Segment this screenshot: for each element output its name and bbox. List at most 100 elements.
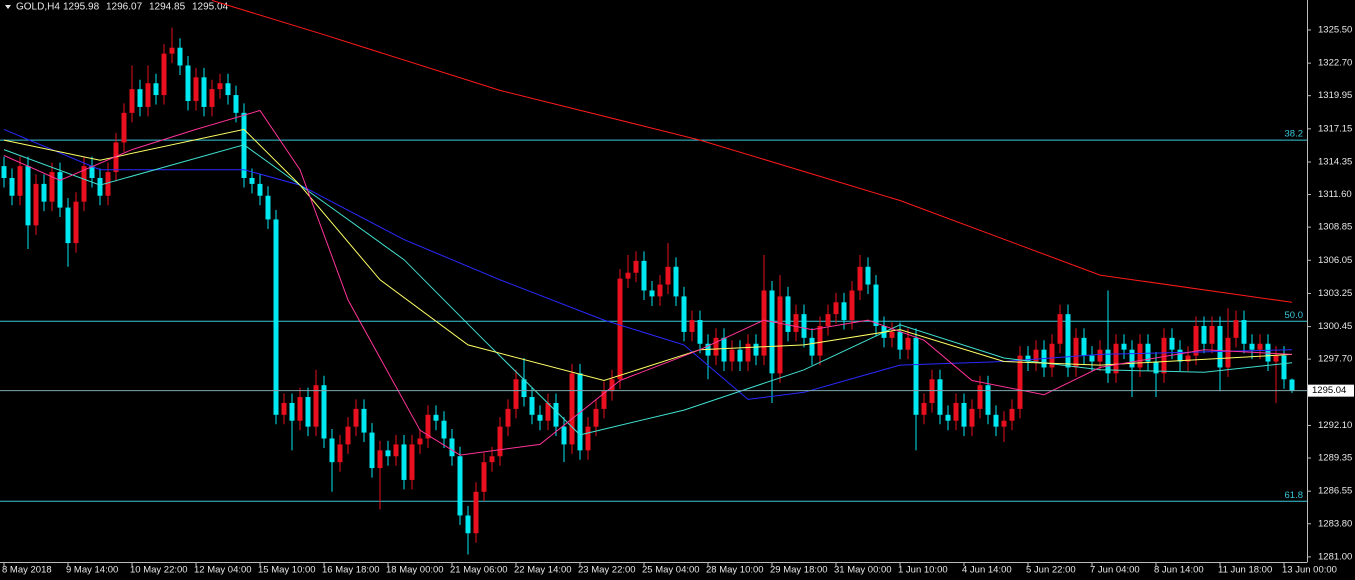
y-tick-label: 1289.35: [1318, 453, 1352, 464]
candle-body: [673, 266, 679, 297]
candle-body: [529, 397, 535, 415]
y-tick-label: 1317.15: [1318, 123, 1352, 134]
moving-average: [3, 128, 1293, 400]
candle-body: [833, 302, 839, 315]
candle-body: [945, 414, 951, 421]
candle-body: [841, 302, 847, 321]
candle-body: [393, 444, 399, 457]
candle-body: [345, 426, 351, 445]
candle-body: [601, 391, 607, 409]
candle-body: [481, 462, 487, 492]
candle-body: [201, 77, 207, 107]
candle-body: [905, 337, 911, 350]
candle-body: [281, 402, 287, 415]
candle-body: [993, 414, 999, 427]
y-tick-label: 1314.35: [1318, 157, 1352, 168]
candle-body: [1081, 337, 1087, 356]
candle-body: [313, 385, 319, 427]
y-tick-label: 1325.50: [1318, 24, 1352, 35]
candle-body: [793, 314, 799, 332]
candle-body: [81, 166, 87, 202]
candle-body: [25, 166, 31, 226]
candle-body: [225, 83, 231, 96]
last-low: 1294.85: [149, 2, 186, 13]
last-open: 1295.98: [63, 2, 100, 13]
candle-body: [545, 402, 551, 421]
moving-average: [3, 144, 1293, 436]
candle-body: [1225, 337, 1231, 368]
y-tick-label: 1306.05: [1318, 255, 1352, 266]
candle-body: [505, 408, 511, 427]
candle-body: [1281, 355, 1287, 380]
candle-body: [153, 83, 159, 96]
x-tick-label: 1 Jun 10:00: [898, 565, 948, 576]
candle-body: [721, 337, 727, 362]
candle-body: [145, 83, 151, 107]
candle-body: [681, 296, 687, 332]
candle-body: [169, 47, 175, 54]
x-tick-label: 28 May 10:00: [706, 565, 764, 576]
candle-body: [233, 95, 239, 113]
candle-body: [89, 166, 95, 178]
candle-body: [329, 438, 335, 463]
candle-body: [617, 278, 623, 380]
y-tick-label: 1319.95: [1318, 90, 1352, 101]
x-tick-label: 21 May 06:00: [450, 565, 508, 576]
candle-body: [1065, 314, 1071, 368]
candle-body: [633, 260, 639, 273]
candle-body: [361, 408, 367, 433]
candle-body: [337, 444, 343, 463]
candle-body: [433, 414, 439, 421]
candle-body: [641, 260, 647, 291]
candle-body: [497, 426, 503, 457]
candle-body: [129, 89, 135, 113]
x-tick-label: 12 May 04:00: [194, 565, 252, 576]
candle-body: [409, 444, 415, 480]
x-tick-label: 11 Jun 18:00: [1218, 565, 1272, 576]
candle-body: [353, 408, 359, 427]
candle-body: [1153, 361, 1159, 374]
candle-body: [937, 379, 943, 415]
candle-body: [865, 266, 871, 285]
candle-body: [425, 414, 431, 439]
moving-average: [3, 128, 1293, 382]
x-tick-label: 5 Jun 22:00: [1026, 565, 1076, 576]
candle-body: [609, 379, 615, 392]
x-tick-label: 13 Jun 00:00: [1282, 565, 1337, 576]
y-tick-label: 1297.70: [1318, 354, 1352, 365]
candle-body: [289, 402, 295, 421]
candle-body: [1169, 337, 1175, 350]
candle-body: [897, 331, 903, 350]
candle-body: [1057, 314, 1063, 344]
candle-body: [825, 314, 831, 326]
candle-body: [97, 177, 103, 196]
candle-body: [161, 53, 167, 96]
candle-body: [1217, 325, 1223, 368]
candle-body: [1289, 379, 1295, 391]
price-box: [1308, 384, 1354, 397]
candle-body: [473, 491, 479, 534]
candle-body: [713, 337, 719, 356]
candle-body: [649, 290, 655, 297]
y-tick-label: 1322.70: [1318, 58, 1352, 69]
candle-body: [489, 456, 495, 463]
candle-body: [265, 195, 271, 220]
candle-body: [953, 402, 959, 421]
candle-body: [441, 420, 447, 439]
candle-body: [1209, 325, 1215, 344]
candle-body: [737, 349, 743, 362]
candle-body: [49, 172, 55, 202]
candle-body: [449, 438, 455, 457]
candle-body: [305, 397, 311, 427]
candle-body: [209, 89, 215, 107]
candle-body: [105, 172, 111, 196]
candle-body: [369, 432, 375, 469]
y-tick-label: 1292.10: [1318, 420, 1352, 431]
menu-arrow[interactable]: [5, 5, 11, 9]
candle-body: [249, 177, 255, 184]
candle-body: [193, 77, 199, 102]
candle-body: [1121, 343, 1127, 350]
candle-body: [801, 314, 807, 338]
x-tick-label: 9 May 14:00: [66, 565, 118, 576]
